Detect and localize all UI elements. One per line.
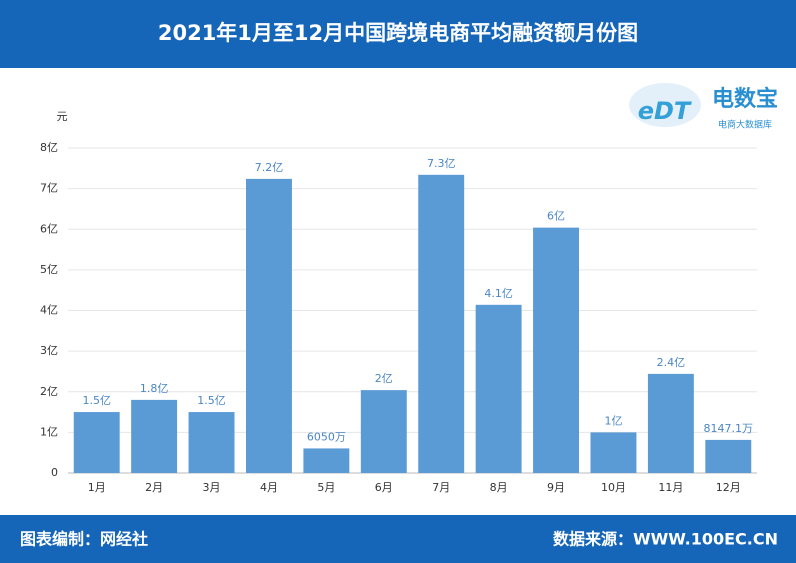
- value-label: 1.5亿: [197, 394, 226, 407]
- logo: eDT 电数宝 电商大数据库: [629, 83, 778, 131]
- y-tick-label: 8亿: [40, 141, 58, 154]
- bar: [418, 174, 465, 473]
- y-tick-label: 1亿: [40, 425, 58, 438]
- x-tick-label: 12月: [716, 481, 741, 494]
- x-tick-label: 4月: [260, 481, 278, 494]
- value-label: 7.3亿: [427, 157, 456, 170]
- bar: [475, 304, 522, 473]
- x-tick-label: 2月: [145, 481, 163, 494]
- footer-band: [0, 515, 796, 563]
- logo-name: 电数宝: [712, 86, 778, 112]
- x-tick-label: 1月: [88, 481, 106, 494]
- bar: [705, 439, 752, 473]
- value-label: 6亿: [547, 210, 565, 223]
- bar: [245, 178, 292, 473]
- bar: [533, 227, 580, 473]
- y-tick-label: 5亿: [40, 263, 58, 276]
- value-label: 1.8亿: [140, 382, 169, 395]
- bar: [590, 432, 637, 473]
- header-band: [0, 0, 796, 68]
- x-tick-label: 7月: [432, 481, 450, 494]
- value-label: 2.4亿: [657, 356, 686, 369]
- bar: [73, 412, 120, 473]
- x-tick-label: 10月: [601, 481, 626, 494]
- logo-mark: eDT: [638, 97, 692, 125]
- y-tick-label: 0: [51, 466, 58, 479]
- y-tick-label: 4亿: [40, 304, 58, 317]
- x-tick-label: 3月: [203, 481, 221, 494]
- bar: [647, 373, 694, 473]
- footer-right: 数据来源：WWW.100EC.CN: [553, 530, 778, 549]
- bar: [360, 390, 407, 473]
- y-tick-label: 7亿: [40, 182, 58, 195]
- bar: [188, 412, 235, 473]
- x-tick-label: 8月: [490, 481, 508, 494]
- y-tick-label: 3亿: [40, 344, 58, 357]
- x-tick-label: 6月: [375, 481, 393, 494]
- bar: [303, 448, 350, 473]
- value-label: 1.5亿: [82, 394, 111, 407]
- x-tick-label: 11月: [658, 481, 683, 494]
- x-tick-label: 9月: [547, 481, 565, 494]
- value-label: 2亿: [375, 372, 393, 385]
- logo-tagline: 电商大数据库: [718, 119, 772, 131]
- chart-title: 2021年1月至12月中国跨境电商平均融资额月份图: [158, 21, 638, 45]
- bar: [131, 399, 178, 473]
- footer-left: 图表编制：网经社: [20, 530, 148, 549]
- y-axis-label: 元: [57, 110, 68, 123]
- y-tick-label: 6亿: [40, 222, 58, 235]
- x-tick-label: 5月: [317, 481, 335, 494]
- y-tick-label: 2亿: [40, 385, 58, 398]
- value-label: 6050万: [307, 430, 346, 443]
- value-label: 1亿: [604, 414, 622, 427]
- logo-cloud: [629, 83, 701, 127]
- value-label: 8147.1万: [704, 422, 754, 435]
- value-label: 4.1亿: [484, 287, 513, 300]
- value-label: 7.2亿: [255, 161, 284, 174]
